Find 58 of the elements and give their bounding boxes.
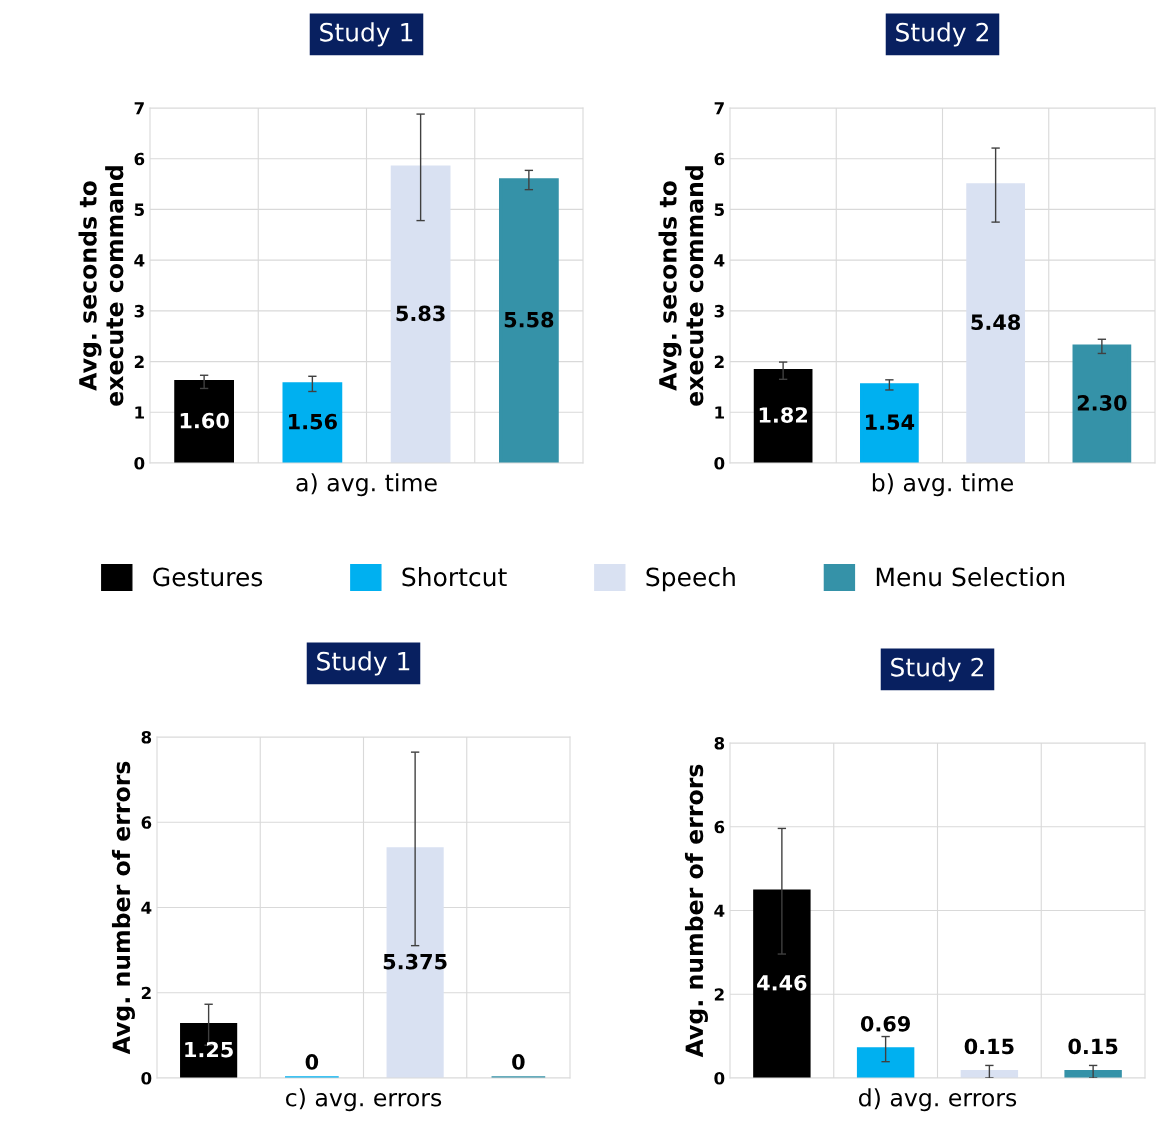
y-axis-title: Avg. seconds to execute command	[78, 166, 124, 406]
y-tick-label: 8	[141, 730, 152, 744]
y-tick-label: 3	[714, 304, 724, 318]
y-tick-label: 7	[714, 102, 724, 115]
data-label: 5.48	[971, 314, 1021, 331]
data-label: 4.46	[757, 974, 807, 991]
y-tick-label: 4	[141, 901, 152, 914]
legend-label: Speech	[646, 567, 735, 592]
chart-title: Study 1	[320, 22, 413, 47]
chart-title: Study 2	[896, 22, 989, 47]
data-label: 0.15	[964, 1038, 1014, 1055]
legend-label: Shortcut	[402, 567, 507, 587]
data-label: 5.83	[396, 305, 445, 322]
data-label: 0.15	[1068, 1038, 1118, 1055]
data-label: 2.30	[1077, 394, 1127, 411]
y-tick-label: 6	[714, 820, 725, 834]
chart-title: Study 2	[891, 657, 984, 682]
data-label: 0	[305, 1054, 319, 1070]
y-tick-label: 7	[134, 102, 144, 115]
data-label: 0.69	[860, 1015, 910, 1032]
data-label: 5.375	[383, 953, 447, 970]
y-tick-label: 2	[714, 988, 724, 1001]
chart-title: Study 1	[317, 651, 410, 676]
y-tick-label: 0	[714, 1071, 725, 1085]
x-axis-title: d) avg. errors	[859, 1088, 1017, 1112]
y-tick-label: 2	[134, 355, 144, 368]
y-tick-label: 2	[714, 355, 724, 368]
y-tick-label: 1	[715, 406, 724, 419]
y-tick-label: 2	[141, 986, 151, 1000]
y-axis-title: Avg. number of errors	[111, 761, 135, 1055]
data-label: 1.54	[866, 414, 915, 430]
data-label: 0	[512, 1054, 525, 1070]
y-tick-label: 0	[134, 456, 145, 470]
y-tick-label: 3	[134, 304, 144, 318]
data-label: 1.25	[185, 1041, 233, 1058]
x-axis-title: b) avg. time	[872, 473, 1013, 497]
data-label: 1.60	[180, 412, 229, 429]
y-tick-label: 5	[714, 203, 724, 216]
y-tick-label: 8	[714, 736, 725, 750]
x-axis-title: c) avg. errors	[286, 1088, 442, 1112]
y-tick-label: 6	[714, 152, 725, 166]
data-label: 1.82	[759, 407, 808, 423]
y-axis-title: Avg. number of errors	[684, 764, 708, 1058]
y-tick-label: 6	[134, 152, 145, 166]
y-tick-label: 1	[135, 406, 144, 419]
y-tick-label: 0	[714, 456, 725, 470]
y-tick-label: 0	[141, 1071, 152, 1085]
y-tick-label: 5	[134, 203, 144, 216]
y-tick-label: 4	[714, 904, 725, 917]
data-label: 1.56	[289, 413, 337, 430]
data-label: 5.58	[504, 311, 554, 328]
y-tick-label: 4	[134, 254, 145, 267]
legend-label: Gestures	[153, 567, 263, 587]
x-axis-title: a) avg. time	[296, 473, 437, 497]
y-axis-title: Avg. seconds to execute command	[658, 166, 704, 406]
y-tick-label: 4	[714, 254, 725, 267]
y-tick-label: 6	[141, 816, 152, 829]
legend-label: Menu Selection	[876, 567, 1065, 587]
